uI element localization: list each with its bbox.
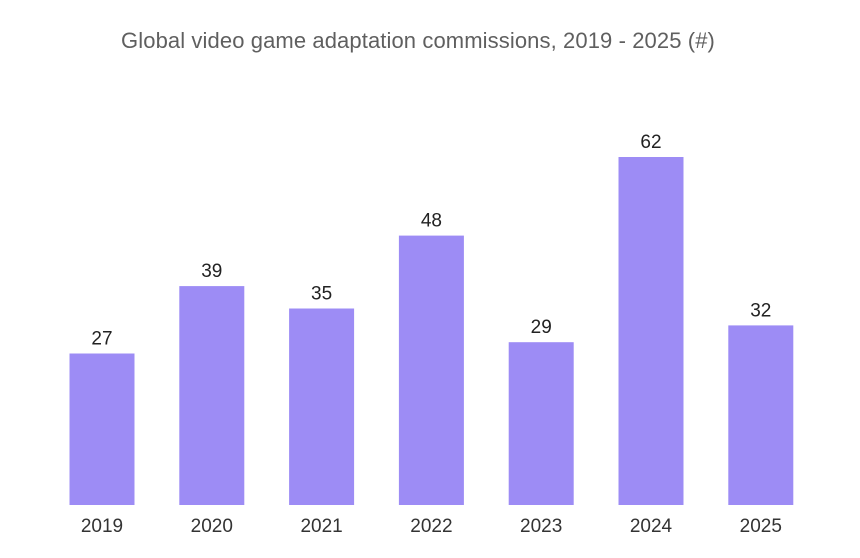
x-tick-label-2025: 2025	[740, 516, 782, 537]
x-tick-label-2021: 2021	[300, 516, 342, 537]
x-tick-label-2020: 2020	[191, 516, 233, 537]
bar-2025	[728, 325, 794, 505]
x-tick-label-2022: 2022	[410, 516, 452, 537]
data-labels-layer: 27 39 35 48 29 62 32	[91, 132, 771, 350]
bar-2022	[398, 235, 464, 505]
bar-2020	[179, 286, 245, 505]
data-label-2022: 48	[421, 211, 442, 232]
data-label-2023: 29	[531, 317, 552, 338]
x-tick-label-2019: 2019	[81, 516, 123, 537]
data-label-2019: 27	[91, 329, 112, 350]
data-label-2020: 39	[201, 261, 222, 282]
data-label-2021: 35	[311, 284, 332, 305]
data-label-2024: 62	[640, 132, 661, 153]
x-tick-labels-layer: 2019 2020 2021 2022 2023 2024 2025	[81, 516, 782, 537]
bar-2019	[69, 353, 135, 505]
chart-title: Global video game adaptation commissions…	[121, 28, 715, 53]
x-tick-label-2024: 2024	[630, 516, 673, 537]
bar-2021	[289, 308, 355, 505]
bars-layer	[69, 157, 794, 505]
data-label-2025: 32	[750, 300, 771, 321]
bar-2024	[618, 157, 684, 505]
bar-2023	[508, 342, 574, 505]
x-tick-label-2023: 2023	[520, 516, 562, 537]
